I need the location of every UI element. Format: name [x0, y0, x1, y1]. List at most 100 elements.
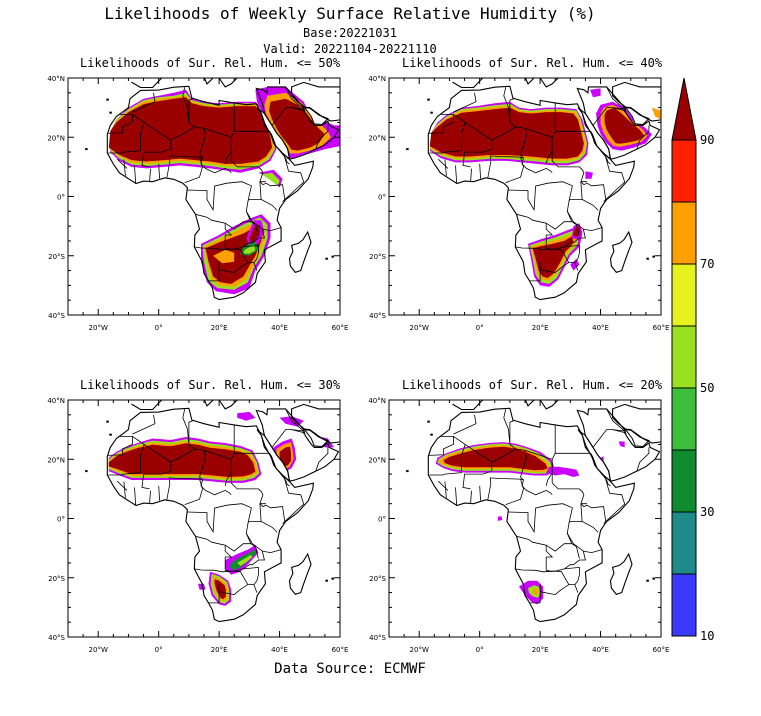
map-panel-30: 40°N 20°N 0° 20°S 40°S 20°W 0° 20°E 40°E 60°E	[47, 397, 349, 654]
coastline	[131, 78, 239, 89]
country-border	[262, 549, 282, 554]
country-border	[259, 181, 278, 211]
country-border	[224, 221, 259, 237]
country-border	[123, 481, 126, 498]
lon-tick-label: 60°E	[332, 646, 349, 654]
country-border	[583, 227, 603, 232]
probability-region	[261, 172, 280, 187]
country-border	[568, 199, 583, 201]
country-border	[479, 163, 481, 179]
sea-area	[256, 107, 290, 159]
probability-region	[198, 583, 206, 590]
country-border	[234, 570, 249, 585]
island	[85, 148, 88, 151]
country-border	[243, 211, 265, 248]
coastline	[624, 106, 650, 126]
page-title: Likelihoods of Weekly Surface Relative H…	[104, 4, 596, 23]
probability-region	[243, 244, 256, 254]
country-border	[540, 262, 579, 274]
country-border	[188, 420, 194, 445]
lat-tick-label: 20°N	[368, 134, 386, 142]
country-border	[564, 211, 586, 248]
country-border	[438, 158, 449, 169]
lon-tick-label: 60°E	[332, 324, 349, 332]
map-panel-50: 40°N 20°N 0° 20°S 40°S 20°W 0° 20°E 40°E 60°E	[47, 75, 349, 332]
country-border	[194, 246, 235, 251]
country-border	[540, 584, 579, 596]
country-border	[606, 479, 611, 487]
island	[109, 111, 112, 114]
country-border	[453, 92, 477, 113]
lon-tick-label: 40°E	[271, 646, 288, 654]
coastline	[288, 230, 312, 273]
lat-tick-label: 0°	[57, 516, 65, 524]
island	[85, 470, 88, 473]
lat-tick-label: 20°N	[47, 134, 65, 142]
country-border	[453, 414, 477, 435]
country-border	[505, 156, 524, 183]
lat-tick-label: 40°N	[368, 75, 386, 83]
country-border	[487, 161, 492, 178]
country-border	[489, 477, 524, 484]
island	[331, 577, 334, 580]
country-border	[184, 156, 203, 183]
map-frame	[67, 399, 341, 638]
country-border	[117, 158, 128, 169]
lat-tick-label: 40°N	[47, 75, 65, 83]
country-border	[564, 244, 580, 263]
lat-tick-label: 0°	[378, 516, 386, 524]
country-border	[455, 165, 458, 184]
colorbar-label-90: 90	[700, 133, 715, 147]
country-border	[132, 92, 156, 113]
lat-tick-label: 0°	[378, 194, 386, 202]
coastline	[452, 78, 560, 89]
panel-title-40: Likelihoods of Sur. Rel. Hum. <= 40%	[402, 56, 663, 70]
island	[406, 470, 409, 473]
country-border	[487, 483, 492, 500]
country-border	[545, 424, 556, 486]
base-date: Base:20221031	[303, 26, 397, 40]
sea-area	[625, 429, 649, 447]
country-border	[243, 244, 259, 263]
island	[430, 111, 433, 114]
country-border	[529, 261, 541, 282]
probability-region	[249, 224, 260, 243]
country-border	[132, 414, 156, 435]
lon-tick-label: 20°E	[532, 646, 549, 654]
country-border	[636, 447, 650, 472]
country-border	[134, 165, 137, 184]
lon-tick-label: 20°W	[89, 646, 108, 654]
lat-tick-label: 20°N	[368, 456, 386, 464]
probability-region	[213, 249, 235, 264]
country-border	[551, 150, 587, 183]
country-border	[230, 150, 266, 183]
panel-title-50: Likelihoods of Sur. Rel. Hum. <= 50%	[80, 56, 341, 70]
country-border	[470, 168, 472, 182]
lon-tick-label: 0°	[155, 646, 163, 654]
country-border	[462, 122, 493, 168]
country-border	[315, 447, 329, 472]
country-border	[470, 490, 472, 504]
country-border	[285, 479, 290, 487]
data-source: Data Source: ECMWF	[274, 661, 426, 677]
country-border	[269, 131, 286, 159]
coastline	[291, 81, 340, 122]
coastline	[303, 106, 329, 126]
island	[652, 577, 655, 580]
colorbar-segment	[671, 449, 697, 513]
country-border	[269, 453, 286, 481]
lat-tick-label: 40°S	[369, 312, 386, 320]
country-border	[208, 583, 220, 604]
country-border	[606, 408, 625, 432]
country-border	[184, 478, 203, 505]
country-border	[603, 154, 626, 202]
coastline	[609, 552, 633, 595]
map-panel-20: 40°N 20°N 0° 20°S 40°S 20°W 0° 20°E 40°E 60°E	[368, 397, 669, 654]
country-border	[455, 487, 458, 506]
lat-tick-label: 20°S	[48, 575, 65, 583]
country-border	[590, 453, 607, 481]
country-border	[551, 472, 587, 505]
colorbar-label-30: 30	[700, 505, 715, 519]
country-border	[199, 128, 232, 174]
